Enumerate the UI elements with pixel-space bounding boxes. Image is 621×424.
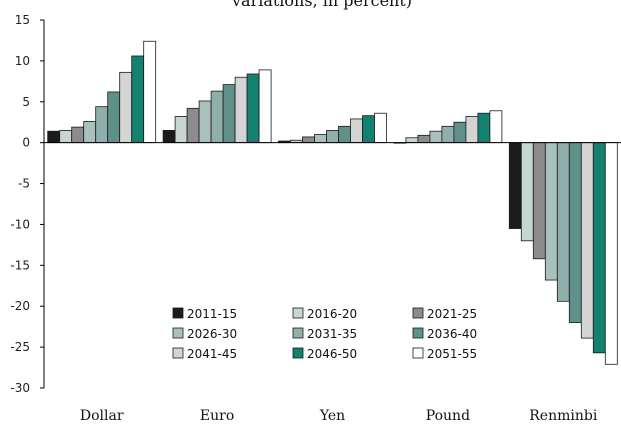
bar-2031-35-renminbi xyxy=(556,142,570,302)
bar-2026-30-yen xyxy=(314,134,327,144)
category-label: Renminbi xyxy=(529,408,598,424)
legend-swatch xyxy=(292,307,304,319)
bar-2041-45-yen xyxy=(350,118,363,144)
bar-2036-40-euro xyxy=(222,84,236,144)
legend-swatch xyxy=(292,327,304,339)
bar-2036-40-dollar xyxy=(107,91,121,144)
bar-2046-50-euro xyxy=(246,73,260,144)
bar-2031-35-euro xyxy=(210,90,224,144)
y-tick-label: 0 xyxy=(22,136,30,150)
y-tick-label: -15 xyxy=(10,258,30,272)
y-tick-label: 5 xyxy=(22,95,30,109)
bar-2041-45-pound xyxy=(465,116,479,144)
bar-2021-25-yen xyxy=(302,136,315,144)
y-tick-label: -20 xyxy=(10,299,30,313)
bar-2021-25-renminbi xyxy=(532,142,546,260)
bar-2011-15-renminbi xyxy=(508,142,522,229)
bar-2016-20-pound xyxy=(405,137,419,144)
bar-2046-50-pound xyxy=(477,112,491,144)
bar-2011-15-dollar xyxy=(47,130,61,144)
bar-2031-35-yen xyxy=(326,129,339,144)
bar-2016-20-euro xyxy=(174,116,188,144)
bar-2041-45-euro xyxy=(234,76,248,144)
bar-2051-55-pound xyxy=(489,110,503,144)
legend-swatch xyxy=(172,307,184,319)
bar-2036-40-yen xyxy=(338,125,351,144)
legend-label: 2031-35 xyxy=(307,327,357,341)
category-label: Euro xyxy=(200,408,234,424)
category-label: Dollar xyxy=(80,408,124,424)
bar-2046-50-renminbi xyxy=(592,142,606,354)
legend: 2011-15 2016-20 2021-25 2026-30 2031-35 2036-… xyxy=(172,307,477,361)
legend-label: 2021-25 xyxy=(427,307,477,321)
y-tick-label: -5 xyxy=(18,177,30,191)
legend-swatch xyxy=(292,347,304,359)
bar-2021-25-dollar xyxy=(71,126,85,144)
y-tick-label: -10 xyxy=(10,217,30,231)
bar-2026-30-renminbi xyxy=(544,142,558,281)
legend-label: 2036-40 xyxy=(427,327,477,341)
bar-2026-30-dollar xyxy=(83,121,97,144)
bar-2021-25-pound xyxy=(417,134,431,144)
bar-2026-30-euro xyxy=(198,100,212,144)
legend-swatch xyxy=(172,327,184,339)
bar-2046-50-dollar xyxy=(131,55,145,144)
legend-label: 2016-20 xyxy=(307,307,357,321)
chart-title: variations, in percent) xyxy=(231,0,412,10)
bar-2016-20-renminbi xyxy=(520,142,534,242)
legend-swatch xyxy=(412,347,424,359)
legend-label: 2046-50 xyxy=(307,347,357,361)
bar-2011-15-euro xyxy=(162,129,176,144)
bar-2051-55-renminbi xyxy=(604,142,618,365)
axes-group: 15 10 5 0 -5 -10 -15 -20 -25 -30 xyxy=(10,13,621,395)
bar-2046-50-yen xyxy=(362,115,375,144)
legend-label: 2026-30 xyxy=(187,327,237,341)
bar-2051-55-dollar xyxy=(143,40,157,144)
legend-swatch xyxy=(172,347,184,359)
bar-2031-35-dollar xyxy=(95,106,109,144)
legend-label: 2011-15 xyxy=(187,307,237,321)
category-label: Pound xyxy=(426,408,470,424)
legend-swatch xyxy=(412,327,424,339)
y-tick-label: 15 xyxy=(15,13,30,27)
legend-label: 2041-45 xyxy=(187,347,237,361)
bars-group: Dollar Euro Yen Pound Renminbi xyxy=(47,40,618,424)
bar-2016-20-dollar xyxy=(59,129,73,144)
bar-2036-40-renminbi xyxy=(568,142,582,323)
bar-2021-25-euro xyxy=(186,107,200,144)
bar-2041-45-dollar xyxy=(119,71,133,144)
bar-2051-55-yen xyxy=(374,112,387,144)
bar-2041-45-renminbi xyxy=(580,142,594,339)
bar-2026-30-pound xyxy=(429,130,443,144)
y-tick-label: 10 xyxy=(15,54,30,68)
bar-2051-55-euro xyxy=(258,69,272,144)
bar-2036-40-pound xyxy=(453,121,467,144)
y-tick-label: -25 xyxy=(10,340,30,354)
y-tick-label: -30 xyxy=(10,381,30,395)
legend-swatch xyxy=(412,307,424,319)
bar-2031-35-pound xyxy=(441,125,455,144)
legend-label: 2051-55 xyxy=(427,347,477,361)
category-label: Yen xyxy=(319,408,345,424)
